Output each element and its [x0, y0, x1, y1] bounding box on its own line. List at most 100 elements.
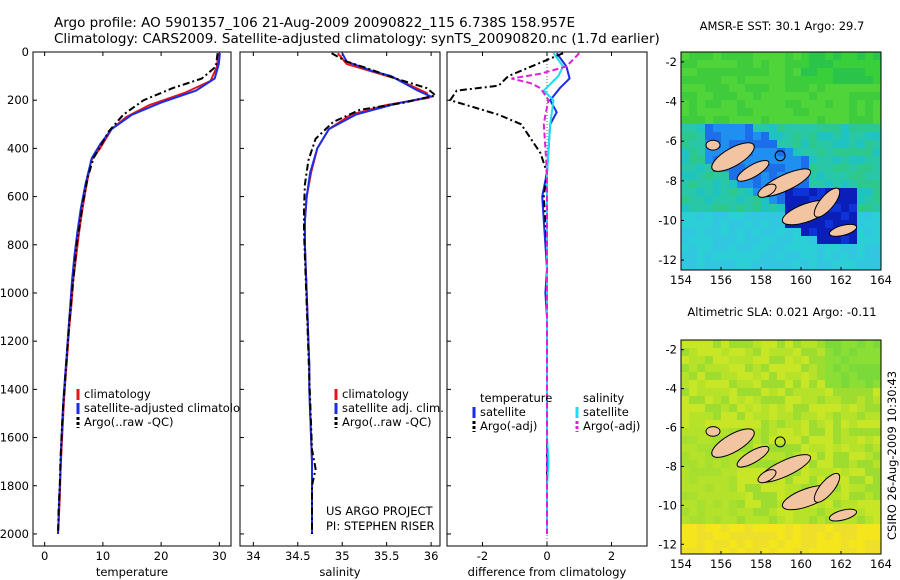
island-shape — [828, 223, 858, 237]
x-tick-label: 36 — [424, 549, 439, 563]
grid-cell — [713, 108, 722, 117]
grid-cell — [873, 364, 881, 373]
grid-cell — [825, 244, 834, 253]
grid-cell — [873, 60, 881, 69]
grid-cell — [849, 516, 858, 525]
grid-cell — [865, 396, 874, 405]
grid-cell — [849, 340, 858, 349]
grid-cell — [689, 140, 698, 149]
grid-cell — [729, 508, 738, 517]
island-shape — [813, 472, 841, 503]
grid-cell — [841, 252, 850, 261]
grid-cell — [753, 428, 762, 437]
grid-cell — [865, 108, 874, 117]
grid-cell — [873, 444, 881, 453]
grid-cell — [689, 388, 698, 397]
grid-cell — [801, 124, 810, 133]
grid-cell — [865, 156, 874, 165]
grid-cell — [713, 52, 722, 61]
grid-cell — [833, 364, 842, 373]
map-y-tick-label: -4 — [666, 382, 677, 396]
grid-cell — [849, 108, 858, 117]
grid-cell — [849, 84, 858, 93]
grid-cell — [841, 84, 850, 93]
grid-cell — [833, 396, 842, 405]
legend-group-title: salinity — [583, 391, 624, 405]
grid-cell — [809, 540, 818, 549]
grid-cell — [737, 252, 746, 261]
grid-cell — [737, 196, 746, 205]
grid-cell — [753, 116, 762, 125]
grid-cell — [825, 388, 834, 397]
grid-cell — [761, 548, 770, 554]
grid-cell — [689, 116, 698, 125]
grid-cell — [777, 76, 786, 85]
header-line-2: Climatology: CARS2009. Satellite-adjuste… — [54, 31, 660, 47]
grid-cell — [761, 196, 770, 205]
grid-cell — [825, 260, 834, 269]
grid-cell — [761, 204, 770, 213]
grid-cell — [777, 340, 786, 349]
grid-cell — [713, 412, 722, 421]
grid-cell — [825, 124, 834, 133]
grid-cell — [841, 404, 850, 413]
grid-cell — [849, 396, 858, 405]
grid-cell — [809, 444, 818, 453]
grid-cell — [761, 172, 770, 181]
grid-cell — [705, 204, 714, 213]
grid-cell — [777, 116, 786, 125]
grid-cell — [873, 476, 881, 485]
grid-cell — [777, 548, 786, 554]
grid-cell — [697, 364, 706, 373]
grid-cell — [809, 132, 818, 141]
grid-cell — [817, 548, 826, 554]
grid-cell — [753, 60, 762, 69]
grid-cell — [689, 372, 698, 381]
grid-cell — [777, 484, 786, 493]
sla-map-title: Altimetric SLA: 0.021 Argo: -0.11 — [687, 305, 876, 319]
grid-cell — [721, 524, 730, 533]
grid-cell — [833, 260, 842, 269]
grid-cell — [745, 340, 754, 349]
grid-cell — [785, 532, 794, 541]
grid-cell — [785, 188, 794, 197]
grid-cell — [785, 452, 794, 461]
grid-cell — [729, 188, 738, 197]
grid-cell — [817, 540, 826, 549]
grid-cell — [681, 68, 690, 77]
grid-cell — [785, 420, 794, 429]
grid-cell — [801, 356, 810, 365]
map-y-tick-label: -2 — [666, 55, 677, 69]
grid-cell — [689, 420, 698, 429]
grid-cell — [857, 228, 866, 237]
grid-cell — [777, 452, 786, 461]
grid-cell — [809, 148, 818, 157]
grid-cell — [737, 260, 746, 269]
grid-cell — [873, 348, 881, 357]
grid-cell — [769, 268, 778, 270]
grid-cell — [769, 524, 778, 533]
grid-cell — [705, 76, 714, 85]
grid-cell — [737, 76, 746, 85]
grid-cell — [785, 388, 794, 397]
x-tick-label: 34.5 — [285, 549, 311, 563]
grid-cell — [865, 236, 874, 245]
grid-cell — [825, 508, 834, 517]
grid-cell — [697, 468, 706, 477]
grid-cell — [729, 180, 738, 189]
grid-cell — [737, 396, 746, 405]
legend-label: climatology — [84, 387, 151, 401]
grid-cell — [793, 484, 802, 493]
grid-cell — [705, 444, 714, 453]
grid-cell — [713, 212, 722, 221]
grid-cell — [713, 196, 722, 205]
grid-cell — [849, 252, 858, 261]
grid-cell — [817, 172, 826, 181]
grid-cell — [865, 188, 874, 197]
grid-cell — [817, 92, 826, 101]
grid-cell — [849, 244, 858, 253]
grid-cell — [713, 244, 722, 253]
grid-cell — [729, 452, 738, 461]
grid-cell — [729, 116, 738, 125]
grid-cell — [753, 492, 762, 501]
